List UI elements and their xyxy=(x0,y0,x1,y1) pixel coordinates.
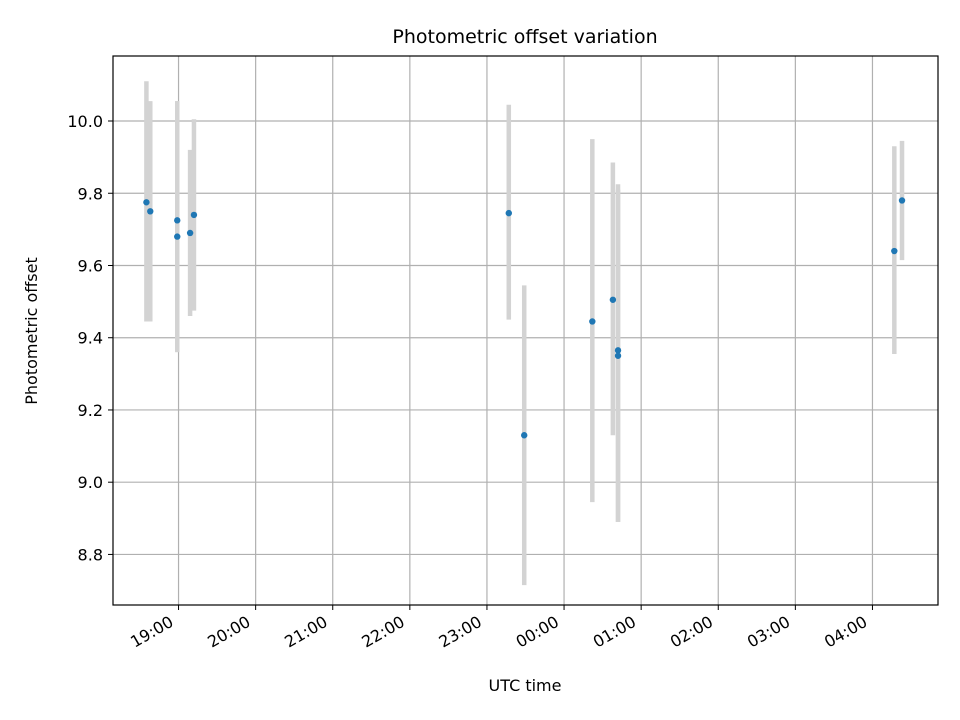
y-tick-label: 9.6 xyxy=(78,256,103,275)
data-point xyxy=(186,229,194,237)
data-points xyxy=(143,197,906,439)
y-tick-label: 9.4 xyxy=(78,329,103,348)
y-tick-label: 9.0 xyxy=(78,473,103,492)
data-point xyxy=(614,347,622,354)
x-axis-title: UTC time xyxy=(489,676,562,695)
data-point xyxy=(174,233,181,240)
y-tick-label: 9.8 xyxy=(78,184,103,203)
data-point xyxy=(190,211,198,219)
chart-title: Photometric offset variation xyxy=(392,26,657,48)
data-point xyxy=(589,318,596,325)
y-tick-label: 8.8 xyxy=(78,545,103,564)
y-axis-title: Photometric offset xyxy=(22,257,41,405)
y-tick-label: 10.0 xyxy=(67,112,103,131)
data-point xyxy=(143,199,150,206)
y-tick-label: 9.2 xyxy=(78,401,103,420)
data-point xyxy=(614,352,622,359)
data-point xyxy=(174,217,181,224)
plot-frame xyxy=(112,55,939,606)
data-point xyxy=(505,209,512,217)
data-point xyxy=(147,208,154,215)
data-point xyxy=(898,197,906,204)
data-point xyxy=(521,432,528,439)
data-point xyxy=(891,247,898,255)
data-point xyxy=(609,296,617,303)
